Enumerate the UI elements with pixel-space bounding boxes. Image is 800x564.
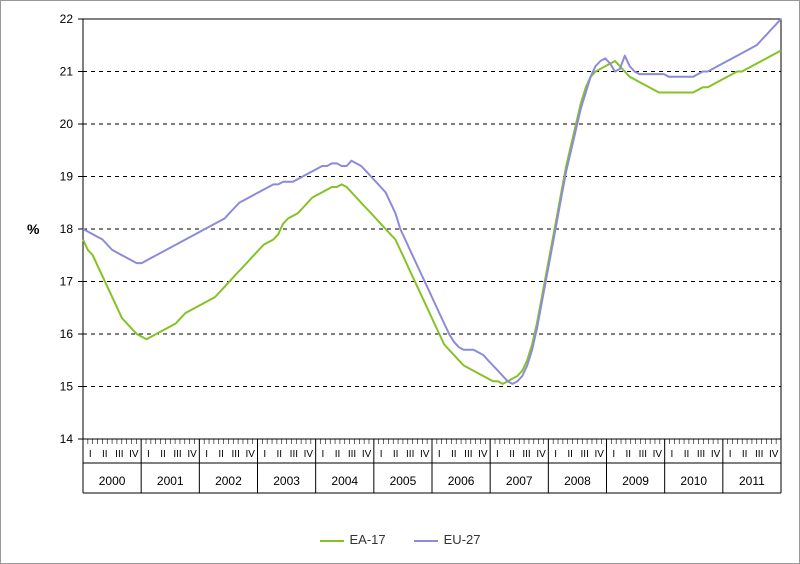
- svg-text:III: III: [232, 449, 240, 460]
- svg-text:I: I: [438, 449, 441, 460]
- svg-text:2010: 2010: [680, 474, 707, 488]
- svg-text:II: II: [626, 449, 632, 460]
- svg-text:16: 16: [60, 327, 74, 341]
- svg-text:II: II: [567, 449, 573, 460]
- svg-text:14: 14: [60, 432, 74, 446]
- svg-text:I: I: [380, 449, 383, 460]
- svg-text:II: II: [742, 449, 748, 460]
- svg-text:I: I: [147, 449, 150, 460]
- svg-text:2004: 2004: [331, 474, 358, 488]
- svg-text:IV: IV: [362, 449, 372, 460]
- svg-text:2003: 2003: [273, 474, 300, 488]
- svg-text:I: I: [205, 449, 208, 460]
- svg-text:IV: IV: [595, 449, 605, 460]
- chart-svg: 141516171819202122%IIIIIIIVIIIIIIIVIIIII…: [1, 1, 800, 511]
- svg-text:2002: 2002: [215, 474, 242, 488]
- svg-text:II: II: [277, 449, 283, 460]
- svg-text:IV: IV: [653, 449, 663, 460]
- svg-text:III: III: [290, 449, 298, 460]
- svg-text:III: III: [581, 449, 589, 460]
- svg-text:III: III: [755, 449, 763, 460]
- svg-text:I: I: [89, 449, 92, 460]
- series-EU-27: [83, 19, 781, 384]
- svg-text:II: II: [102, 449, 108, 460]
- svg-text:I: I: [729, 449, 732, 460]
- svg-text:20: 20: [60, 117, 74, 131]
- svg-text:IV: IV: [420, 449, 430, 460]
- svg-text:15: 15: [60, 380, 74, 394]
- svg-text:IV: IV: [304, 449, 314, 460]
- legend: EA-17 EU-27: [1, 532, 799, 547]
- legend-item-EA-17: EA-17: [320, 532, 386, 547]
- svg-text:2008: 2008: [564, 474, 591, 488]
- svg-text:III: III: [522, 449, 530, 460]
- svg-text:III: III: [697, 449, 705, 460]
- svg-text:III: III: [406, 449, 414, 460]
- svg-text:IV: IV: [246, 449, 256, 460]
- svg-text:II: II: [451, 449, 457, 460]
- svg-text:I: I: [322, 449, 325, 460]
- svg-text:II: II: [684, 449, 690, 460]
- svg-text:IV: IV: [769, 449, 779, 460]
- svg-text:17: 17: [60, 275, 74, 289]
- svg-text:II: II: [335, 449, 341, 460]
- svg-text:2007: 2007: [506, 474, 533, 488]
- legend-label: EU-27: [444, 532, 481, 547]
- svg-text:19: 19: [60, 170, 74, 184]
- svg-text:III: III: [639, 449, 647, 460]
- svg-text:II: II: [393, 449, 399, 460]
- svg-text:III: III: [173, 449, 181, 460]
- legend-item-EU-27: EU-27: [414, 532, 481, 547]
- svg-text:III: III: [464, 449, 472, 460]
- chart-container: 141516171819202122%IIIIIIIVIIIIIIIVIIIII…: [0, 0, 800, 564]
- svg-text:IV: IV: [478, 449, 488, 460]
- svg-text:I: I: [671, 449, 674, 460]
- svg-text:I: I: [554, 449, 557, 460]
- svg-text:21: 21: [60, 65, 74, 79]
- svg-text:I: I: [612, 449, 615, 460]
- svg-text:I: I: [263, 449, 266, 460]
- svg-text:IV: IV: [536, 449, 546, 460]
- svg-text:2009: 2009: [622, 474, 649, 488]
- svg-text:I: I: [496, 449, 499, 460]
- svg-text:2005: 2005: [390, 474, 417, 488]
- legend-swatch: [414, 540, 438, 542]
- svg-text:II: II: [218, 449, 224, 460]
- svg-text:18: 18: [60, 222, 74, 236]
- legend-label: EA-17: [350, 532, 386, 547]
- svg-text:III: III: [115, 449, 123, 460]
- svg-text:2011: 2011: [739, 474, 765, 488]
- svg-text:2006: 2006: [448, 474, 475, 488]
- svg-text:II: II: [160, 449, 166, 460]
- svg-text:IV: IV: [187, 449, 197, 460]
- svg-text:22: 22: [60, 12, 74, 26]
- svg-text:2000: 2000: [99, 474, 126, 488]
- svg-text:IV: IV: [129, 449, 139, 460]
- svg-text:2001: 2001: [157, 474, 184, 488]
- svg-text:%: %: [27, 221, 40, 237]
- svg-text:III: III: [348, 449, 356, 460]
- legend-swatch: [320, 540, 344, 542]
- svg-text:II: II: [509, 449, 515, 460]
- svg-text:IV: IV: [711, 449, 721, 460]
